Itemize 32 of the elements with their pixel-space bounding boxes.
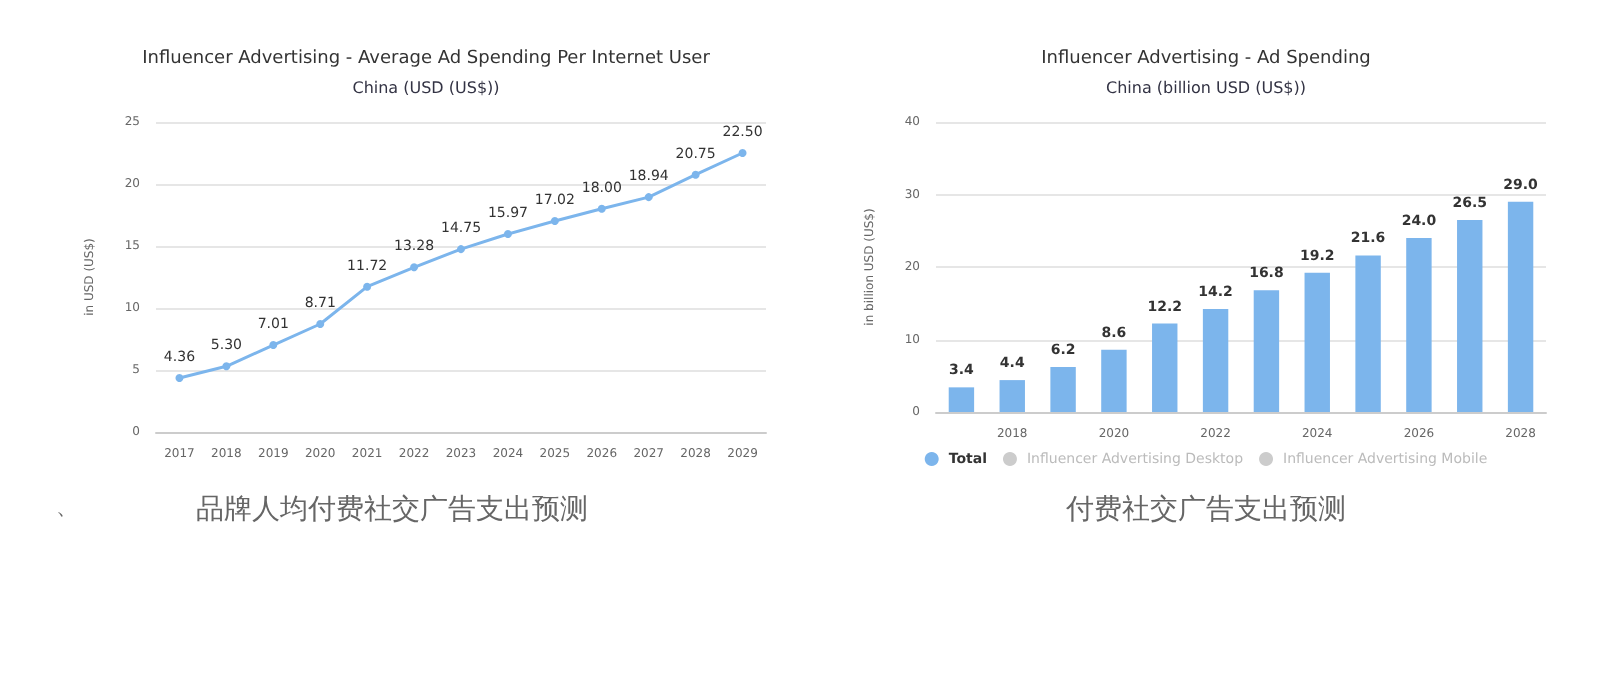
point: [738, 149, 747, 157]
point: [175, 373, 184, 382]
bar: [948, 387, 975, 412]
point: [316, 320, 325, 328]
point: [363, 282, 372, 291]
point: [550, 216, 559, 225]
bar: [1101, 349, 1127, 412]
bar: [1355, 255, 1381, 412]
text: 付费社交广告支出预测: [1064, 494, 1346, 526]
chart-title: Influencer Advertising - Ad Spending: [1041, 49, 1371, 69]
bar: [1406, 238, 1432, 412]
chart-subtitle: China (billion USD (US$)): [1105, 79, 1307, 97]
point: [410, 263, 419, 272]
bar: [1304, 272, 1330, 412]
bar: [999, 380, 1025, 412]
text: 品牌人均付费社交广告支出预测: [196, 494, 588, 526]
point: [691, 170, 700, 179]
chart-title: Influencer Advertising - Average Ad Spending Per Internet User: [142, 49, 711, 69]
point: [457, 245, 465, 254]
point: [644, 193, 653, 202]
text: 、: [56, 494, 78, 520]
point: [269, 341, 278, 350]
point: [597, 204, 606, 213]
point: [503, 229, 512, 238]
bar: [1050, 367, 1076, 412]
bar: [1507, 201, 1534, 412]
bar: [1457, 219, 1483, 412]
bar: [1253, 290, 1280, 412]
bar: [1152, 323, 1178, 412]
chart-subtitle: China (USD (US$)): [352, 79, 500, 97]
point: [222, 362, 231, 371]
bar: [1202, 309, 1229, 412]
